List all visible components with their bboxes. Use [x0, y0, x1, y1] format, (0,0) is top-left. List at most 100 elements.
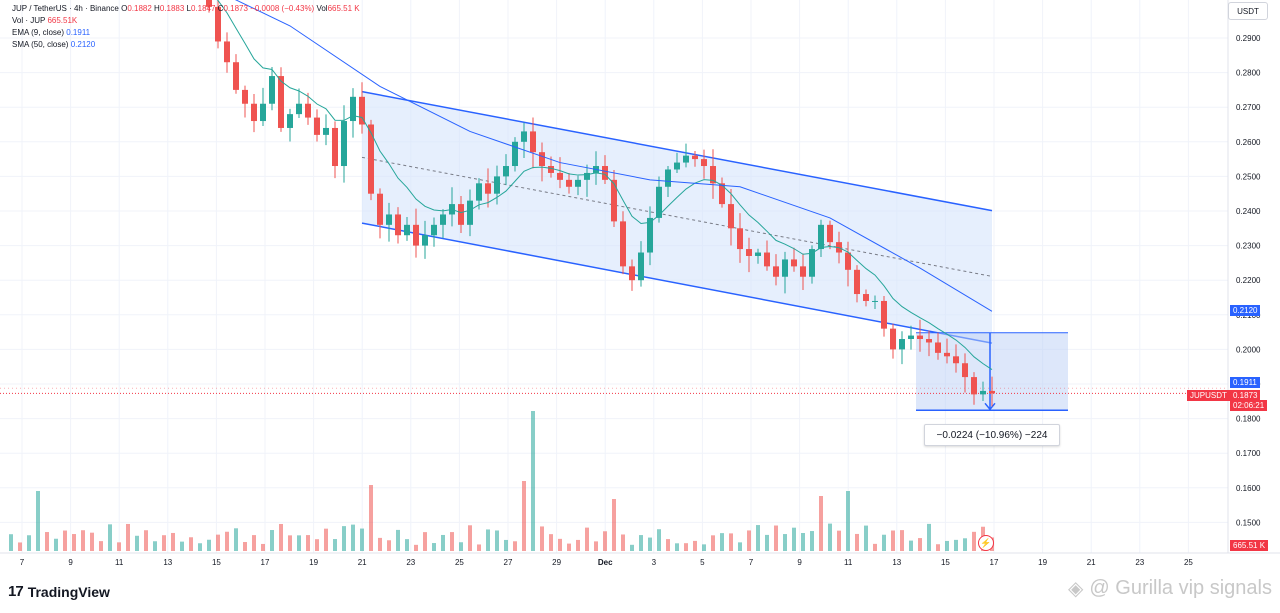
- volume-tag: 665.51 K: [1230, 540, 1269, 551]
- candle-body: [953, 356, 959, 364]
- candle-body: [791, 259, 797, 267]
- volume-bar: [585, 527, 589, 551]
- y-tick-label: 0.1800: [1236, 415, 1261, 424]
- x-tick-label: 3: [652, 558, 657, 567]
- legend-low: 0.1847: [190, 4, 216, 13]
- candle-body: [467, 200, 473, 225]
- watermark-text: @ Gurilla vip signals: [1089, 577, 1272, 599]
- x-tick-label: 23: [1135, 558, 1144, 567]
- volume-bar: [729, 533, 733, 551]
- volume-bar: [711, 535, 715, 551]
- volume-bar: [27, 535, 31, 551]
- candle-body: [683, 155, 689, 163]
- volume-bar: [477, 544, 481, 551]
- volume-bar: [423, 532, 427, 551]
- candle-body: [863, 294, 869, 301]
- volume-bar: [774, 525, 778, 551]
- candle-body: [827, 224, 833, 243]
- volume-bar: [720, 533, 724, 551]
- candle-body: [746, 249, 752, 256]
- candle-body: [647, 217, 653, 253]
- volume-bar: [126, 523, 130, 551]
- y-tick-label: 0.2500: [1236, 172, 1261, 181]
- candle-body: [602, 166, 608, 180]
- currency-button[interactable]: USDT: [1228, 2, 1268, 20]
- volume-bar: [567, 543, 571, 551]
- volume-bar: [900, 530, 904, 551]
- volume-bar: [918, 538, 922, 551]
- x-tick-label: 15: [941, 558, 950, 567]
- tv-logo-icon: 17: [8, 583, 24, 600]
- candle-body: [404, 224, 410, 236]
- volume-bar: [936, 544, 940, 551]
- tradingview-logo[interactable]: 17 TradingView: [8, 583, 110, 600]
- candle-body: [359, 96, 365, 125]
- candle-body: [701, 159, 707, 167]
- x-tick-label: 25: [1184, 558, 1193, 567]
- volume-bar: [738, 542, 742, 551]
- x-tick-label: 17: [261, 558, 270, 567]
- x-tick-label: 13: [892, 558, 901, 567]
- candle-body: [521, 131, 527, 142]
- volume-bar: [891, 530, 895, 551]
- candle-body: [395, 214, 401, 236]
- candle-body: [584, 172, 590, 180]
- x-tick-label: 11: [844, 558, 853, 567]
- volume-bar: [171, 532, 175, 551]
- volume-bar: [783, 534, 787, 551]
- volume-bar: [90, 532, 94, 551]
- volume-bar: [396, 529, 400, 551]
- volume-bar: [360, 528, 364, 551]
- volume-bar: [45, 532, 49, 551]
- volume-bar: [9, 534, 13, 551]
- candle-body: [692, 155, 698, 160]
- candle-body: [323, 127, 329, 135]
- lightning-icon[interactable]: ⚡: [978, 535, 994, 551]
- chart-legend: JUP / TetherUS · 4h · Binance O0.1882 H0…: [12, 3, 360, 51]
- volume-bar: [855, 533, 859, 551]
- y-tick-label: 0.2000: [1236, 345, 1261, 354]
- volume-bar: [693, 540, 697, 551]
- volume-bar: [216, 534, 220, 551]
- legend-vol: 665.51 K: [327, 4, 360, 13]
- candle-body: [890, 328, 896, 350]
- volume-bar: [207, 539, 211, 551]
- volume-bar: [846, 491, 850, 551]
- candle-body: [296, 103, 302, 115]
- candle-body: [710, 166, 716, 184]
- sma-line: [234, 0, 993, 312]
- candle-body: [386, 214, 392, 225]
- legend-symbol: JUP / TetherUS · 4h · Binance: [12, 4, 119, 13]
- measure-arrow-head: [984, 402, 996, 411]
- volume-bar: [405, 539, 409, 551]
- sma-price-tag: 0.2120: [1230, 305, 1261, 316]
- volume-bar: [792, 527, 796, 551]
- candle-body: [575, 179, 581, 187]
- candle-body: [674, 162, 680, 170]
- candle-body: [332, 127, 338, 167]
- volume-bar: [621, 534, 625, 551]
- volume-bar: [675, 543, 679, 551]
- legend-vol-series: Vol · JUP: [12, 16, 46, 25]
- volume-bar: [873, 543, 877, 551]
- x-tick-label: 17: [990, 558, 999, 567]
- volume-bar: [324, 528, 328, 551]
- volume-bar: [864, 525, 868, 551]
- candle-body: [818, 224, 824, 250]
- x-tick-label: 11: [115, 558, 124, 567]
- candle-body: [458, 204, 464, 225]
- volume-bar: [144, 530, 148, 551]
- x-tick-label: 19: [1038, 558, 1047, 567]
- x-tick-label: 21: [1087, 558, 1096, 567]
- volume-bar: [828, 523, 832, 551]
- volume-bar: [306, 535, 310, 551]
- channel-mid-line: [361, 156, 993, 277]
- candle-body: [269, 76, 275, 104]
- candle-body: [971, 377, 977, 395]
- x-tick-label: 19: [309, 558, 318, 567]
- volume-bar: [261, 543, 265, 551]
- candle-body: [899, 339, 905, 350]
- legend-close: 0.1873: [223, 4, 248, 13]
- volume-bar: [747, 530, 751, 551]
